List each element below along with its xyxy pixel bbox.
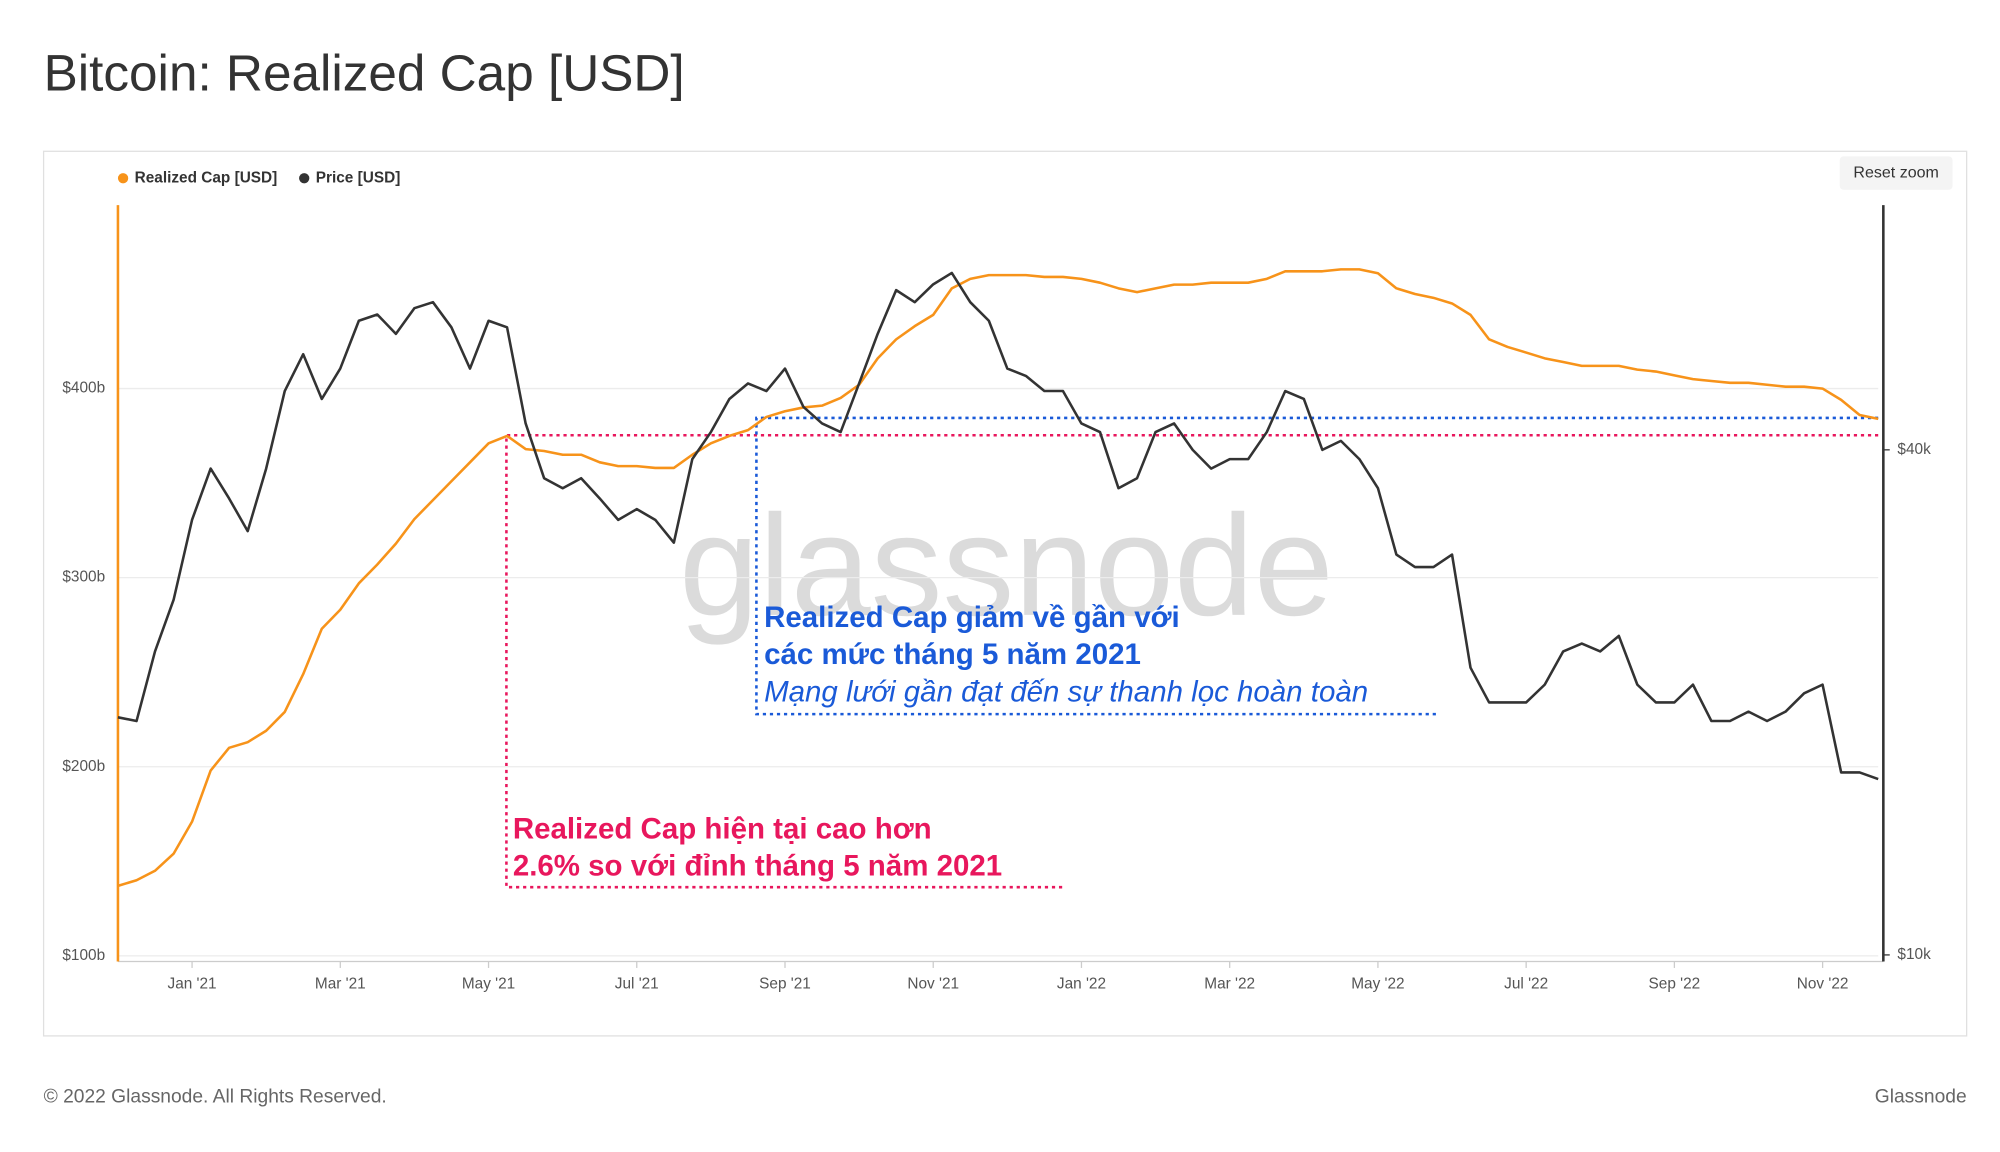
legend-marker: [117, 173, 129, 184]
annotation-guide: [755, 416, 1879, 716]
watermark: glassnode: [679, 486, 1334, 646]
annotation-text: Realized Cap giảm về gần với: [764, 601, 1180, 634]
series-line: [117, 268, 1879, 888]
annotation-text: Realized Cap hiện tại cao hơn: [513, 813, 932, 846]
x-tick-label: Jan '22: [1057, 976, 1106, 993]
chart-frame: [42, 150, 1968, 1037]
x-tick-label: Nov '21: [907, 976, 959, 993]
annotation-text: 2.6% so với đỉnh tháng 5 năm 2021: [513, 850, 1002, 883]
x-tick-label: Jul '22: [1504, 976, 1548, 993]
x-tick-label: Jan '21: [168, 976, 217, 993]
x-tick-label: Sep '22: [1649, 976, 1701, 993]
x-tick-label: Mar '22: [1204, 976, 1255, 993]
y-tick-label: $200b: [62, 758, 105, 775]
annotation-text: các mức tháng 5 năm 2021: [764, 638, 1141, 671]
y-tick-label: $100b: [62, 947, 105, 964]
y2-tick-label: $10k: [1897, 946, 1931, 963]
annotation-text: Mạng lưới gần đạt đến sự thanh lọc hoàn …: [764, 675, 1368, 708]
x-tick-label: May '21: [462, 976, 515, 993]
x-tick-label: Nov '22: [1797, 976, 1849, 993]
footer-brand: Glassnode: [1875, 1087, 1967, 1108]
x-tick-label: Jul '21: [615, 976, 659, 993]
reset-zoom-bg[interactable]: [1839, 156, 1953, 190]
footer-copyright: © 2022 Glassnode. All Rights Reserved.: [44, 1087, 387, 1108]
annotation-guide: [505, 433, 1879, 889]
reset-zoom-label[interactable]: Reset zoom: [1853, 163, 1938, 181]
annotation-guides: [505, 416, 1879, 889]
x-tick-label: Sep '21: [759, 976, 811, 993]
x-tick-label: May '22: [1351, 976, 1404, 993]
y-tick-label: $300b: [62, 569, 105, 586]
legend-label: Price [USD]: [316, 169, 401, 186]
legend-label: Realized Cap [USD]: [135, 169, 278, 186]
legend-marker: [299, 173, 310, 184]
y2-tick-label: $40k: [1897, 441, 1931, 458]
x-tick-label: Mar '21: [315, 976, 366, 993]
y-tick-label: $400b: [62, 380, 105, 397]
series-line: [117, 271, 1879, 781]
reset-zoom-button[interactable]: Reset zoom: [1839, 156, 1953, 190]
chart-title: Bitcoin: Realized Cap [USD]: [44, 44, 685, 101]
